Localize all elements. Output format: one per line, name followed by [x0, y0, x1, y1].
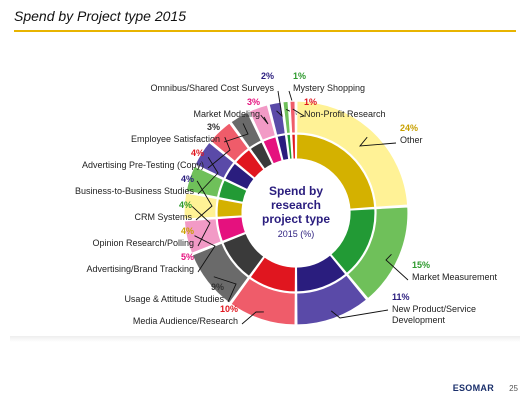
slide-title: Spend by Project type 2015 [14, 8, 187, 24]
leader-line-10 [223, 123, 249, 143]
slice-outer-7 [185, 165, 225, 199]
slice-outer-13 [282, 100, 291, 135]
slice-outer-2 [296, 274, 368, 326]
slice-inner-2 [295, 254, 347, 293]
slice-inner-3 [249, 256, 297, 293]
data-label-pct: 3% [207, 122, 220, 132]
data-label-pct: 1% [293, 71, 306, 81]
slice-outer-3 [230, 277, 296, 326]
slice-outer-6 [183, 192, 218, 220]
center-text-line: project type [262, 212, 330, 226]
data-label-pct: 9% [211, 282, 224, 292]
leader-line-1 [385, 253, 409, 281]
data-label-pct: 2% [261, 71, 274, 81]
center-text-line: research [271, 198, 321, 212]
center-text-line: Spend by [269, 184, 323, 198]
slice-inner-1 [329, 208, 376, 275]
data-label-pct: 4% [191, 148, 204, 158]
slice-label-cont: Development [392, 315, 446, 325]
slice-inner-14 [291, 133, 297, 160]
slice-label: Advertising/Brand Tracking [86, 264, 194, 274]
data-label-pct: 4% [181, 174, 194, 184]
slice-label: Non-Profit Research [304, 109, 386, 119]
slice-label: New Product/Service [392, 304, 476, 314]
slice-inner-5 [216, 216, 247, 243]
leader-line-13 [286, 90, 297, 115]
data-label-pct: 1% [304, 97, 317, 107]
slice-outer-9 [209, 122, 250, 163]
slice-label: Omnibus/Shared Cost Surveys [150, 83, 274, 93]
slice-inner-11 [262, 135, 283, 165]
chart-panel: 24% Other 15% Market Measurement 11% New Prod… [10, 38, 520, 338]
leader-line-11 [260, 114, 269, 125]
data-label-pct: 24% [400, 123, 418, 133]
leader-line-4 [213, 276, 237, 303]
slice-inner-9 [234, 148, 265, 180]
slice-outer-14 [289, 100, 296, 134]
leader-line-6 [191, 206, 211, 247]
slice-label: Market Modeling [193, 109, 260, 119]
slice-label: Mystery Shopping [293, 83, 365, 93]
data-label-pct: 3% [247, 97, 260, 107]
slice-outer-11 [248, 104, 277, 142]
slice-inner-0 [295, 133, 376, 210]
slice-label: Usage & Attitude Studies [124, 294, 224, 304]
leader-line-2 [330, 309, 389, 319]
data-label-pct: 4% [181, 226, 194, 236]
slice-label: Other [400, 135, 423, 145]
leader-line-8 [197, 157, 219, 195]
page-number: 25 [509, 384, 518, 393]
data-label-pct: 4% [179, 200, 192, 210]
slice-label: Market Measurement [412, 272, 498, 282]
slice-outer-1 [346, 206, 409, 300]
slice-label: Opinion Research/Polling [92, 238, 194, 248]
esomar-logo: ESOMAR [452, 383, 494, 393]
slice-inner-13 [286, 133, 293, 161]
leader-line-0 [358, 136, 397, 147]
leader-line-14 [292, 108, 306, 118]
slice-label: Business-to-Business Studies [75, 186, 195, 196]
data-label-pct: 15% [412, 260, 430, 270]
center-text-line: 2015 (%) [278, 229, 315, 239]
slice-inner-4 [222, 232, 265, 278]
leader-line-12 [276, 90, 283, 118]
slice-label: Media Audience/Research [133, 316, 238, 326]
data-label-pct: 10% [220, 304, 238, 314]
slice-inner-7 [217, 179, 248, 204]
slice-label: CRM Systems [134, 212, 192, 222]
title-divider [14, 30, 516, 32]
leader-line-3 [241, 311, 264, 325]
slice-outer-0 [296, 100, 409, 208]
slice-inner-12 [276, 134, 290, 162]
slice-inner-10 [249, 140, 274, 170]
slice-label: Advertising Pre-Testing (Copy) [82, 160, 204, 170]
data-label-pct: 11% [392, 292, 410, 302]
panel-shadow [10, 336, 520, 342]
slice-outer-8 [194, 141, 235, 180]
slice-label: Employee Satisfaction [131, 134, 220, 144]
slice-inner-8 [223, 162, 255, 191]
data-label-pct: 5% [181, 252, 194, 262]
slice-inner-6 [216, 198, 244, 218]
